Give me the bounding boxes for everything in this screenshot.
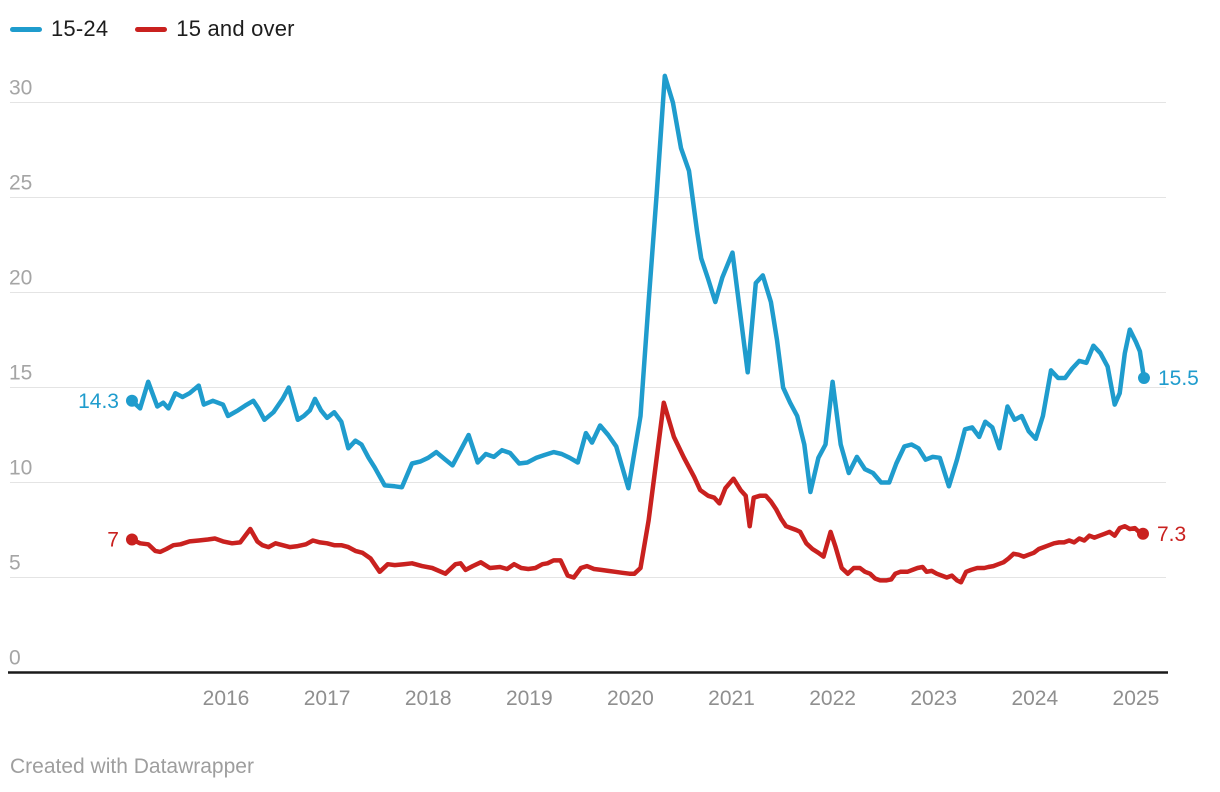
y-tick-label: 20 xyxy=(9,267,32,290)
legend: 15-24 15 and over xyxy=(10,16,295,42)
x-tick-label: 2024 xyxy=(1011,687,1058,710)
x-tick-label: 2022 xyxy=(809,687,856,710)
legend-label-15-and-over: 15 and over xyxy=(176,16,295,41)
y-tick-label: 15 xyxy=(9,362,32,385)
y-tick-label: 5 xyxy=(9,552,21,575)
series-end-value-label: 15.5 xyxy=(1158,367,1199,390)
x-tick-label: 2018 xyxy=(405,687,452,710)
x-tick-label: 2025 xyxy=(1113,687,1160,710)
series-start-dot xyxy=(125,533,138,546)
y-tick-label: 25 xyxy=(9,172,32,195)
legend-item-15-and-over: 15 and over xyxy=(135,16,294,42)
x-tick-label: 2020 xyxy=(607,687,654,710)
x-tick-label: 2019 xyxy=(506,687,553,710)
legend-swatch-15-and-over xyxy=(135,26,168,32)
legend-label-15-24: 15-24 xyxy=(51,16,109,41)
x-tick-label: 2023 xyxy=(910,687,957,710)
series-line-15-and-over xyxy=(129,400,1146,585)
legend-swatch-15-24 xyxy=(10,26,42,32)
y-tick-label: 0 xyxy=(9,647,21,670)
series-line-15-24 xyxy=(129,73,1147,495)
y-tick-label: 10 xyxy=(9,457,32,480)
series-start-dot xyxy=(125,394,138,407)
legend-item-15-24: 15-24 xyxy=(10,16,108,42)
x-tick-label: 2021 xyxy=(708,687,755,710)
x-tick-label: 2016 xyxy=(203,687,250,710)
series-end-dot xyxy=(1136,527,1149,540)
series-start-value-label: 7 xyxy=(107,529,119,552)
datawrapper-credit: Created with Datawrapper xyxy=(10,755,254,778)
y-tick-label: 30 xyxy=(9,77,32,100)
x-tick-label: 2017 xyxy=(304,687,351,710)
series-start-value-label: 14.3 xyxy=(78,390,119,413)
series-end-value-label: 7.3 xyxy=(1157,523,1186,546)
series-end-dot xyxy=(1137,372,1150,384)
